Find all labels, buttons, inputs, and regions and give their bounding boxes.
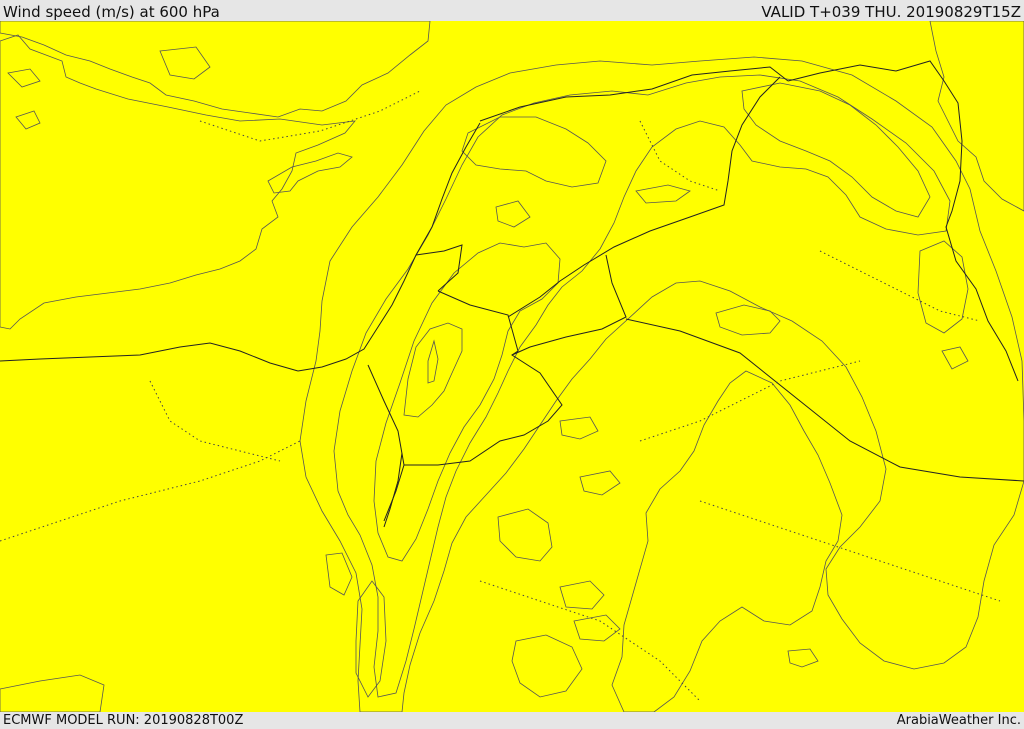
band-2-region — [333, 74, 951, 698]
band-3-small-1 — [495, 200, 531, 228]
admin-line-4 — [699, 500, 1001, 602]
low-band-patch-5 — [325, 552, 353, 596]
map-canvas — [0, 21, 1024, 712]
coastline-egypt — [0, 342, 299, 372]
border-syria-iraq — [507, 76, 781, 318]
wind-speed-map — [0, 21, 1024, 712]
low-band-turkey — [0, 21, 431, 118]
patch-b — [715, 304, 781, 336]
valid-time-label: VALID T+039 THU. 20190829T15Z — [761, 3, 1021, 21]
aegean-islands — [7, 68, 41, 130]
low-band-patch-1 — [497, 508, 553, 562]
band-2-redsea — [355, 580, 387, 698]
band-3-north-blob — [461, 116, 607, 188]
low-band-patch-3 — [0, 674, 105, 712]
border-syria-lebanon — [415, 244, 463, 292]
patch-e — [159, 46, 211, 80]
band-3-small-2 — [635, 184, 691, 204]
border-jordan — [404, 290, 563, 466]
credit-label: ArabiaWeather Inc. — [896, 713, 1021, 728]
patch-c — [787, 648, 819, 668]
low-band-northeast — [929, 21, 1024, 212]
border-turkey-syria — [479, 66, 789, 122]
footer-bar: ECMWF MODEL RUN: 20190828T00Z ArabiaWeat… — [0, 712, 1024, 729]
low-band-patch-4 — [573, 614, 621, 642]
low-band-patch-2 — [559, 580, 605, 610]
border-jordan-saudi-iraq — [511, 254, 627, 356]
model-run-label: ECMWF MODEL RUN: 20190828T00Z — [3, 713, 244, 728]
admin-line-2 — [149, 380, 281, 462]
header-bar: Wind speed (m/s) at 600 hPa VALID T+039 … — [0, 0, 1024, 21]
patch-d — [559, 416, 599, 440]
admin-line-5 — [479, 580, 701, 702]
coastline-levant — [297, 122, 481, 372]
low-band-redsea-coast — [511, 634, 583, 698]
band-1-region — [299, 56, 1024, 712]
border-iraq-iran — [787, 60, 1019, 382]
sea-area — [0, 34, 356, 330]
map-title: Wind speed (m/s) at 600 hPa — [3, 3, 220, 21]
band-3-east-blob — [741, 82, 931, 218]
band-4-core — [403, 322, 463, 418]
dead-sea — [427, 339, 439, 384]
patch-a — [579, 470, 621, 496]
base-field — [0, 21, 1024, 712]
band-3-small-3 — [941, 346, 969, 370]
band-3-region — [373, 242, 561, 562]
cyprus-island — [267, 152, 353, 194]
low-band-saudi — [611, 370, 843, 712]
band-2-east-blob — [917, 240, 969, 334]
border-iraq-saudi — [625, 318, 1024, 482]
border-egypt-israel — [367, 364, 405, 522]
